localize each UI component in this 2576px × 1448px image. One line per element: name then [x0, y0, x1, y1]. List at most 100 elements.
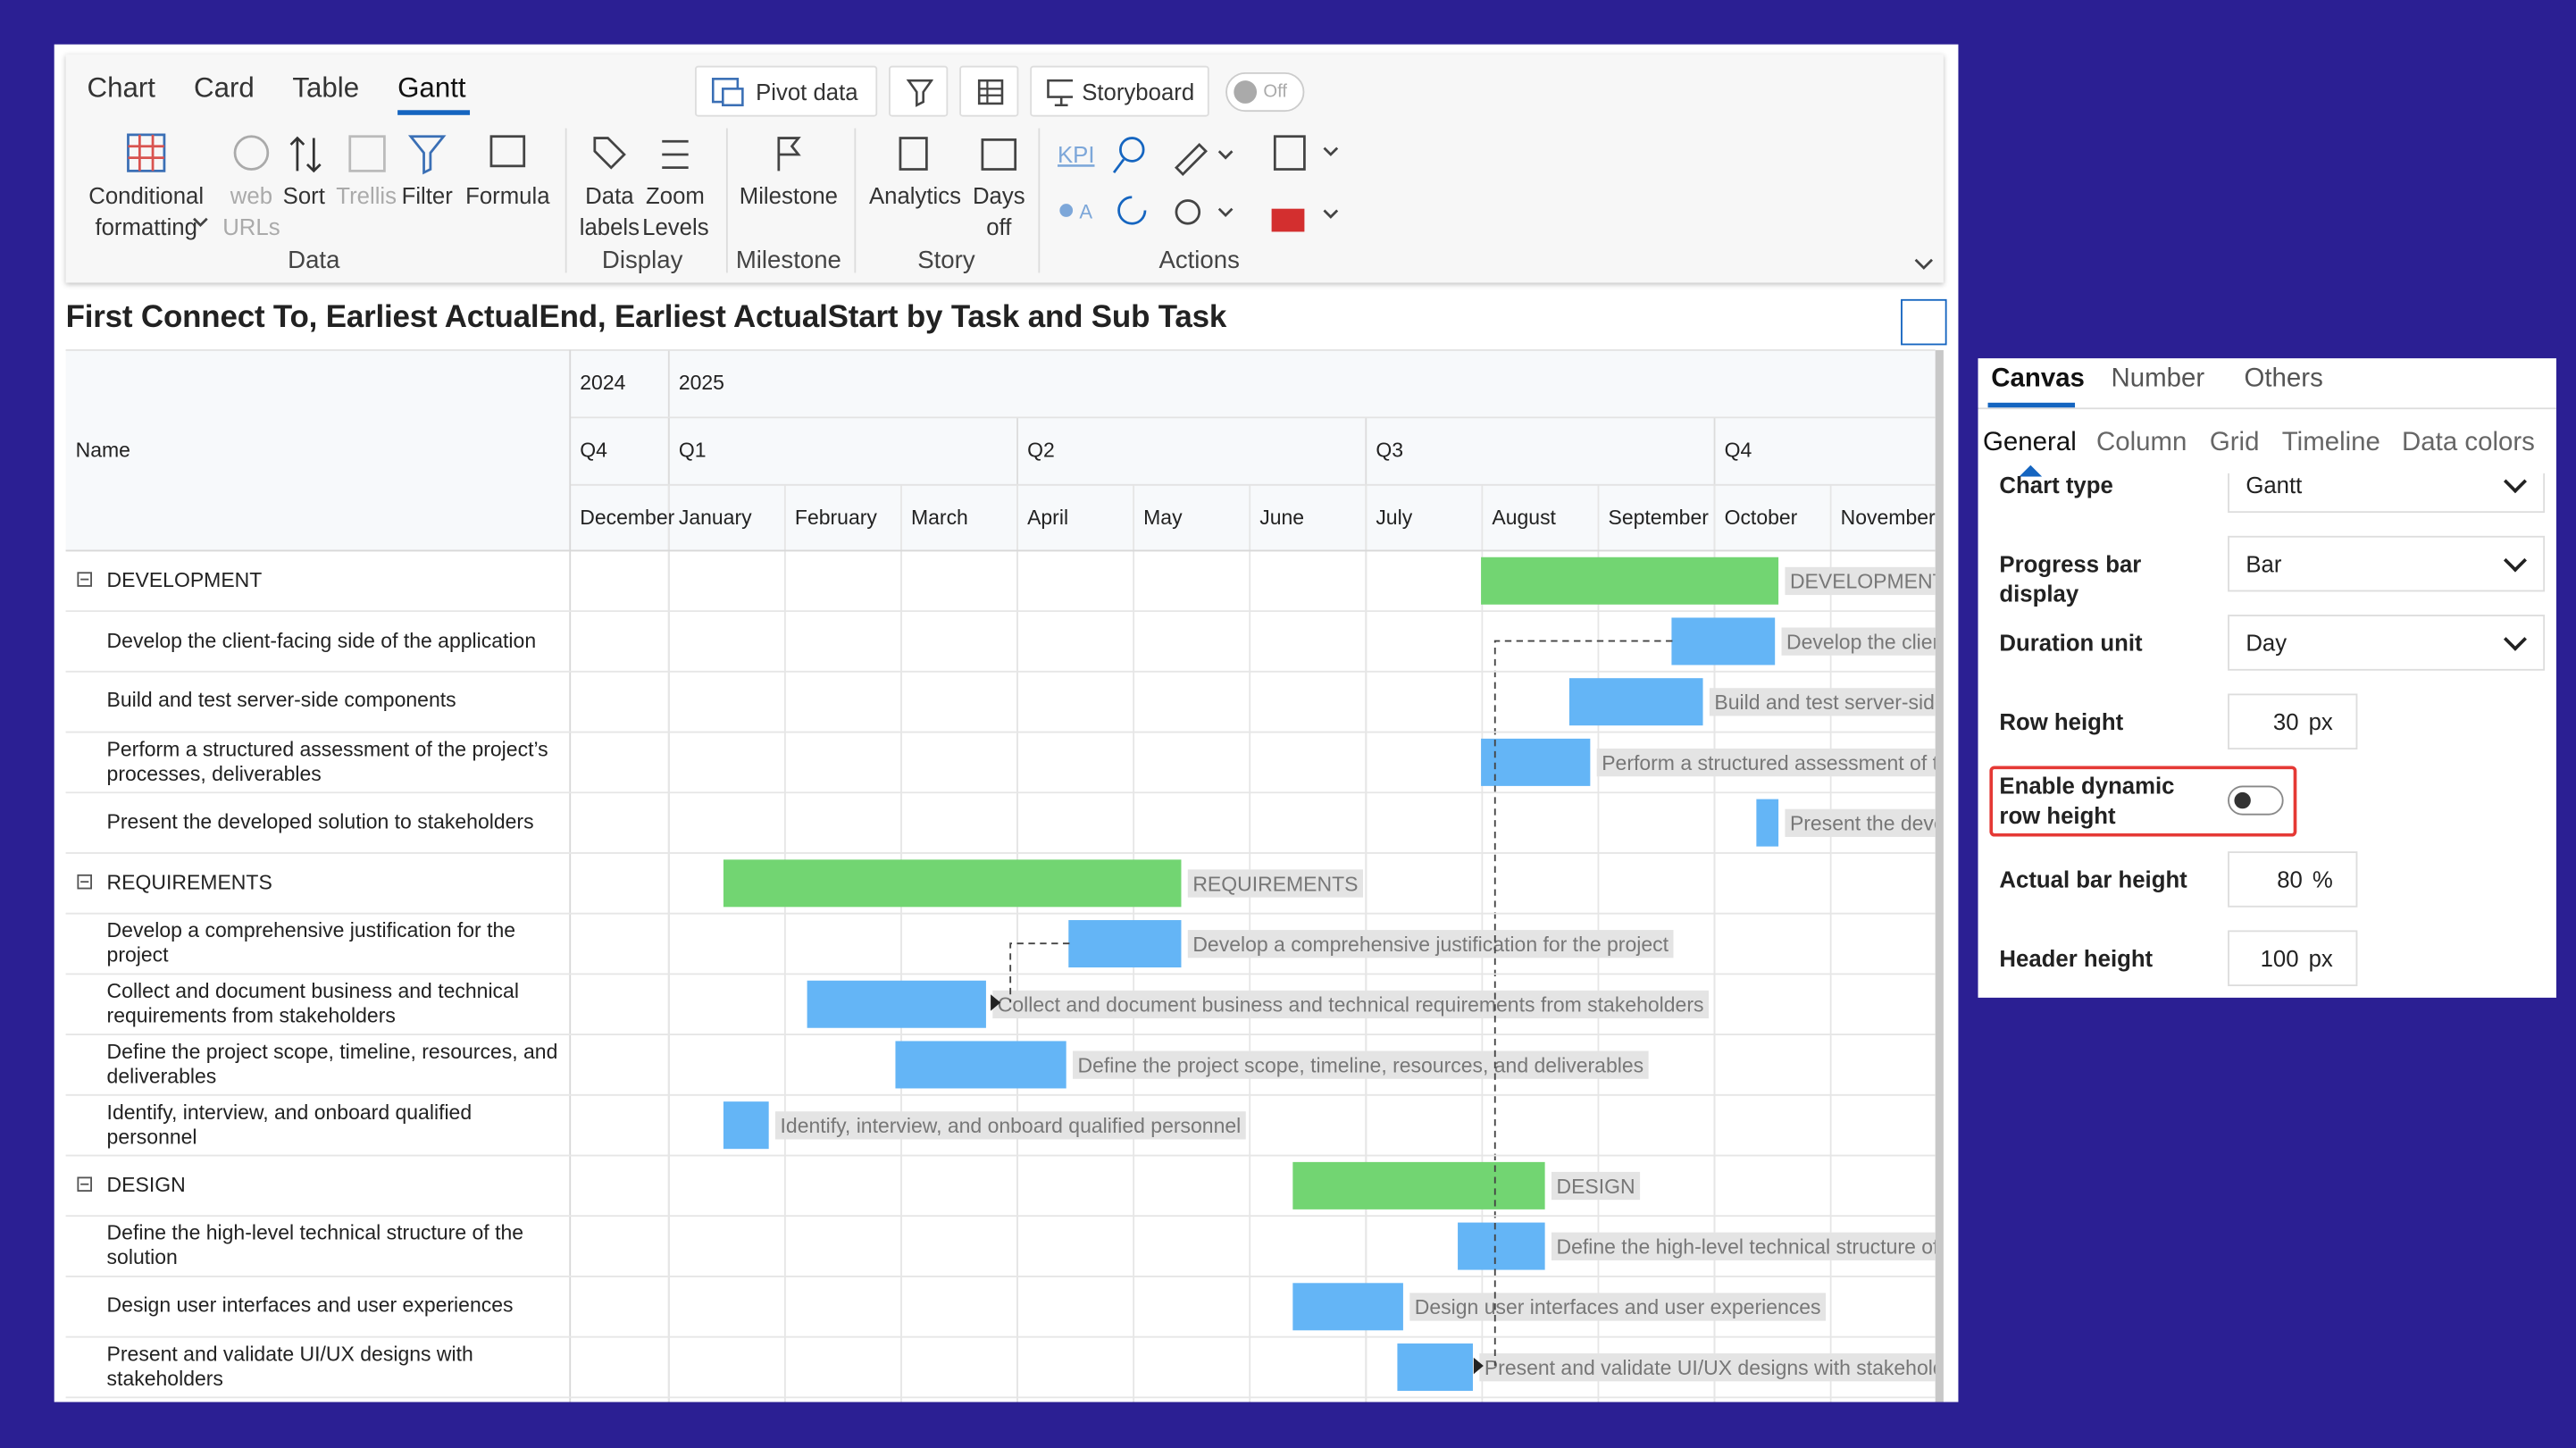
ribbon-item[interactable]: Filter: [401, 182, 453, 209]
tab[interactable]: Card: [194, 71, 255, 104]
bar-label-bg: [1073, 1050, 1649, 1079]
ribbon-item[interactable]: Zoom Levels: [642, 182, 709, 240]
input-value: 100: [2260, 945, 2299, 972]
group-name: REQUIREMENTS: [106, 870, 272, 894]
ribbon-item[interactable]: Conditional formatting: [88, 182, 205, 240]
gantt: DEVELOPMENT Develop the client-facing sid…: [65, 349, 1955, 1402]
panel-tab[interactable]: Canvas: [1991, 364, 2085, 393]
icon: [289, 136, 322, 173]
dropdown[interactable]: Day: [2228, 615, 2546, 671]
ribbon-item[interactable]: Days off: [972, 182, 1025, 240]
toggle[interactable]: [2228, 785, 2284, 816]
panel-subtab[interactable]: Timeline: [2281, 429, 2380, 457]
group-label: Story: [917, 247, 975, 275]
timeline-label: Q4: [1725, 439, 1752, 462]
chevron: [2503, 626, 2527, 650]
bar-label: DEVELOPMENT: [1790, 570, 1945, 593]
task-bar: [1068, 920, 1182, 968]
task-bar: [1397, 1343, 1473, 1392]
highlight: [1989, 766, 2297, 837]
number-input[interactable]: 80%: [2228, 851, 2358, 908]
dropdown[interactable]: Bar: [2228, 535, 2546, 592]
field-label: Duration unit: [1999, 629, 2143, 657]
timeline-label: 2024: [580, 371, 625, 394]
number-input[interactable]: 30 px: [2228, 693, 2358, 750]
chevron: [2503, 473, 2527, 493]
bar-label-bg: [992, 990, 1710, 1019]
group-bar: [1481, 557, 1779, 605]
ribbon-item[interactable]: Analytics: [868, 182, 962, 209]
storyboard-button[interactable]: Storyboard: [1030, 65, 1209, 117]
panel-subtab[interactable]: Data colors: [2402, 429, 2535, 457]
ribbon-item[interactable]: Milestone: [739, 182, 838, 209]
group-bar: [1292, 1161, 1545, 1209]
icon: [1117, 196, 1147, 225]
icon: [662, 139, 689, 170]
bar-label: Define the project scope, timeline, reso…: [1078, 1053, 1644, 1076]
pdf-icon: [1271, 208, 1305, 232]
bar-label: Build and test server-side components: [1714, 691, 1954, 714]
ribbon-item[interactable]: Trellis: [336, 182, 397, 209]
bar-label-bg: [1187, 869, 1363, 898]
button-label: Pivot data: [756, 78, 858, 105]
gantt-body: DEVELOPMENT Develop the client-facing sid…: [667, 349, 1955, 1402]
icon: [127, 133, 166, 172]
icon-button[interactable]: [959, 65, 1019, 117]
timeline-label: November: [1841, 506, 1936, 529]
tab[interactable]: Table: [292, 71, 360, 104]
timeline-label: September: [1608, 506, 1709, 529]
icon-button[interactable]: [889, 65, 949, 117]
task-bar: [1458, 1222, 1545, 1270]
field-label: Header height: [1999, 945, 2154, 972]
bar-label-bg: [775, 1111, 1246, 1140]
bar-label: Present and validate UI/UX designs with …: [1485, 1356, 1955, 1379]
bar-label: Define the high-level technical structur…: [1556, 1235, 1954, 1259]
bar-label-bg: [1709, 688, 1936, 716]
ribbon-item[interactable]: Data labels: [579, 182, 640, 240]
bar-label-bg: [1551, 1171, 1641, 1201]
ribbon-item[interactable]: web URLs: [222, 182, 280, 240]
panel-subtab[interactable]: Column: [2095, 429, 2187, 457]
panel-subtab[interactable]: General: [1983, 429, 2077, 457]
separator: [1038, 128, 1041, 273]
format-panel: [1978, 358, 2556, 998]
panel-tab[interactable]: Others: [2244, 364, 2323, 393]
chevron: [2503, 548, 2527, 572]
toggle[interactable]: Off: [1225, 71, 1305, 113]
task-name: Design user interfaces and user experien…: [106, 1293, 514, 1318]
icon: [981, 138, 1017, 171]
pivot-button[interactable]: Pivot data: [695, 65, 878, 117]
group-label: Data: [288, 247, 340, 275]
icon: [906, 78, 933, 106]
task-name: Collect and document business and techni…: [106, 979, 519, 1027]
ribbon-item[interactable]: Sort: [282, 182, 325, 209]
tab[interactable]: Chart: [87, 71, 155, 104]
timeline-label: March: [911, 506, 968, 529]
timeline-label: Q1: [679, 439, 707, 462]
dropdown[interactable]: Gantt: [2228, 473, 2546, 514]
timeline-label: Q4: [580, 439, 607, 462]
bar-label: Identify, interview, and onboard qualifi…: [781, 1114, 1242, 1137]
tab-active[interactable]: Gantt: [397, 71, 466, 104]
number-input[interactable]: 100 px: [2228, 930, 2358, 986]
bar-label: Design user interfaces and user experien…: [1415, 1295, 1821, 1318]
ribbon-item[interactable]: Formula: [465, 182, 550, 209]
collapse-icon: [77, 1176, 93, 1192]
icon: [1059, 204, 1074, 217]
tab-underline: [1987, 402, 2076, 408]
field-list: Chart type Gantt Progress bar display Bar Du…: [0, 473, 2576, 996]
bar-label: REQUIREMENTS: [1192, 872, 1358, 895]
chart-title: First Connect To, Earliest ActualEnd, Ea…: [65, 300, 1227, 336]
icon: [1175, 199, 1201, 225]
task-name: Define the high-level technical structur…: [106, 1221, 524, 1269]
timeline-label: June: [1259, 506, 1304, 529]
icon: [407, 135, 447, 175]
task-bar: [1671, 617, 1776, 665]
panel-tab[interactable]: Number: [2111, 364, 2205, 393]
icon: [977, 78, 1004, 105]
bar-label-bg: [1479, 1353, 1936, 1382]
panel-subtab[interactable]: Grid: [2209, 429, 2260, 457]
export-button[interactable]: [1901, 298, 1947, 346]
input-value: 30: [2272, 708, 2299, 735]
bar-label-bg: [1785, 808, 1936, 837]
